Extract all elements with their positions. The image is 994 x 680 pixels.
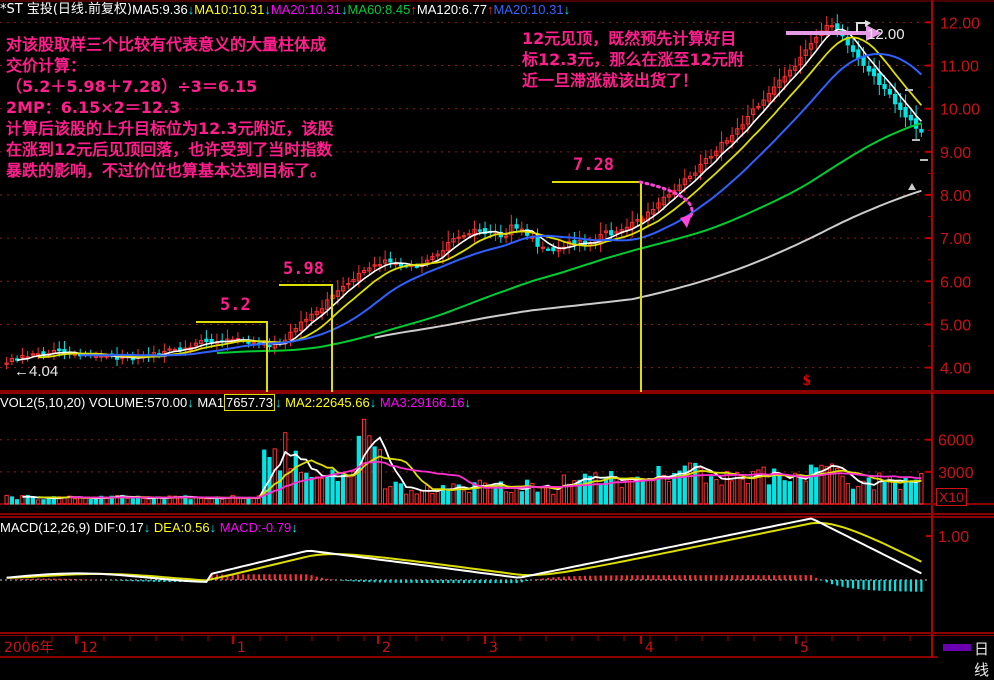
svg-text:9.00: 9.00 bbox=[940, 145, 971, 162]
svg-text:1.00: 1.00 bbox=[938, 529, 969, 546]
measure-label-5-2: 5.2 bbox=[220, 295, 251, 315]
ma10-value: MA10:10.31 bbox=[194, 2, 265, 17]
ma5-arrow-icon: ↓ bbox=[187, 2, 195, 17]
measure-vline-5-98 bbox=[331, 284, 333, 489]
dollar-marker-icon: $ bbox=[803, 373, 811, 389]
price-panel: 12.00 11.00 10.00 9.00 8.00 7.00 6.00 5.00 4.00 bbox=[0, 0, 994, 392]
macd-macd-arrow-icon: ↓ bbox=[291, 520, 298, 535]
ma10-arrow-icon: ↓ bbox=[264, 2, 271, 17]
date-axis[interactable]: 2006年 12 1 2 3 4 5 bbox=[0, 635, 994, 658]
period-swatch-icon bbox=[943, 644, 971, 651]
volume-chart-canvas: 3000 6000 bbox=[0, 392, 994, 516]
svg-text:12.00: 12.00 bbox=[940, 15, 980, 32]
price-indicator-header: *ST 宝投(日线.前复权) MA5:9.36↓ MA10:10.31↓ MA2… bbox=[0, 0, 994, 20]
ma60-arrow-icon: ↑ bbox=[410, 2, 417, 17]
ma20b-value: MA20:10.31 bbox=[493, 2, 564, 17]
macd-indicator-header: MACD(12,26,9) DIF:0.17↓ DEA:0.56↓ MACD:-… bbox=[0, 519, 298, 537]
measure-hline-5-98 bbox=[279, 284, 333, 286]
volume-indicator-header: VOL2(5,10,20) VOLUME:570.00↓ MA1 7657.73 ↓… bbox=[0, 394, 471, 412]
ma20b-arrow-icon: ↓ bbox=[563, 2, 571, 17]
macd-panel: 1.00 bbox=[0, 516, 994, 635]
svg-text:5.00: 5.00 bbox=[940, 317, 971, 334]
date-axis-ticks: 2006年 12 1 2 3 4 5 bbox=[0, 635, 994, 658]
vol-ma1-arrow-icon: ↓ bbox=[275, 395, 282, 410]
vol-indicator-name: VOL2(5,10,20) bbox=[0, 395, 86, 410]
svg-text:10.00: 10.00 bbox=[940, 102, 980, 119]
ma60-value: MA60:8.45 bbox=[347, 2, 411, 17]
ma5-value: MA5:9.36 bbox=[132, 2, 188, 17]
dotted-curve-arrow-icon bbox=[638, 180, 694, 228]
svg-text:3000: 3000 bbox=[938, 465, 974, 482]
measure-hline-5-2 bbox=[196, 321, 268, 323]
volume-multiplier-badge: X10 bbox=[936, 488, 967, 506]
vol-ma1-label: MA1 bbox=[197, 395, 225, 410]
macd-chart-canvas: 1.00 bbox=[0, 516, 994, 635]
svg-text:6000: 6000 bbox=[938, 433, 974, 450]
ma120-arrow-icon: ↑ bbox=[486, 2, 494, 17]
svg-text:2006年: 2006年 bbox=[4, 640, 54, 656]
peak-arrow-icon bbox=[856, 20, 871, 32]
left-annotation-note: 对该股取样三个比较有代表意义的大量柱体成 交价计算： （5.2＋5.98＋7.2… bbox=[6, 35, 334, 180]
left-price-tag: ←4.04 bbox=[14, 363, 59, 380]
svg-text:5: 5 bbox=[800, 640, 809, 656]
svg-text:3: 3 bbox=[489, 640, 498, 656]
page-title: *ST 宝投(日线.前复权) bbox=[0, 2, 133, 17]
price-chart-canvas: 12.00 11.00 10.00 9.00 8.00 7.00 6.00 5.00 4.00 bbox=[0, 0, 994, 392]
ma120-value: MA120:6.77 bbox=[416, 2, 487, 17]
period-label: 日线 bbox=[974, 640, 990, 679]
measure-hline-7-28 bbox=[552, 181, 640, 183]
pink-arrow-icon bbox=[786, 25, 882, 41]
vol-ma3-value: MA3:29166.16 bbox=[379, 395, 465, 410]
svg-text:7.00: 7.00 bbox=[940, 231, 971, 248]
measure-label-7-28: 7.28 bbox=[573, 155, 614, 175]
vol-volume-value: VOLUME:570.00 bbox=[88, 395, 188, 410]
svg-text:4.00: 4.00 bbox=[940, 361, 971, 378]
ma20-value: MA20:10.31 bbox=[270, 2, 341, 17]
vol-ma3-arrow-icon: ↓ bbox=[464, 395, 471, 410]
measure-label-5-98: 5.98 bbox=[283, 259, 324, 279]
volume-panel: 3000 6000 bbox=[0, 392, 994, 516]
macd-dea-value: DEA:0.56 bbox=[153, 520, 210, 535]
vol-ma2-arrow-icon: ↓ bbox=[369, 395, 377, 410]
peak-price-tag: 12.00 bbox=[867, 26, 905, 43]
macd-indicator-name: MACD(12,26,9) bbox=[0, 520, 91, 535]
measure-vline-7-28 bbox=[640, 181, 642, 489]
ma20-arrow-icon: ↓ bbox=[340, 2, 348, 17]
svg-text:4: 4 bbox=[645, 640, 654, 656]
period-legend[interactable]: 日线 bbox=[938, 637, 994, 679]
svg-text:11.00: 11.00 bbox=[940, 59, 979, 76]
vol-volume-arrow-icon: ↓ bbox=[187, 395, 194, 410]
right-annotation-note: 12元见顶，既然预先计算好目 标12.3元，那么在涨至12元附 近一旦滞涨就该出… bbox=[522, 29, 744, 90]
macd-dea-arrow-icon: ↓ bbox=[209, 520, 217, 535]
svg-text:1: 1 bbox=[237, 640, 246, 656]
macd-dif-value: DIF:0.17 bbox=[93, 520, 144, 535]
vol-ma1-value: 7657.73 bbox=[224, 394, 276, 411]
svg-text:8.00: 8.00 bbox=[940, 188, 971, 205]
svg-text:12: 12 bbox=[80, 640, 98, 656]
macd-dif-arrow-icon: ↓ bbox=[143, 520, 151, 535]
macd-macd-value: MACD:-0.79 bbox=[219, 520, 292, 535]
vol-ma2-value: MA2:22645.66 bbox=[285, 395, 370, 410]
svg-text:2: 2 bbox=[382, 640, 391, 656]
svg-text:6.00: 6.00 bbox=[940, 274, 971, 291]
